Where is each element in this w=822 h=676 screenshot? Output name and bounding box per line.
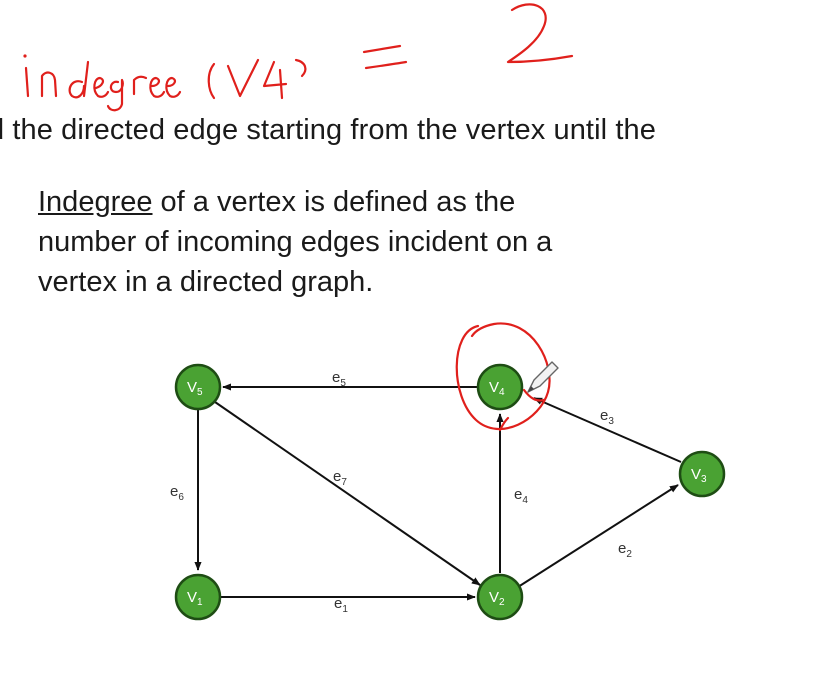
- edge-label-e1: e1: [334, 595, 348, 615]
- pen-circle-annotation: [455, 322, 551, 432]
- definition-text: of a vertex is defined as the number of …: [38, 186, 553, 298]
- vertex-v1: V1: [174, 573, 222, 621]
- edge-label-e4: e4: [514, 486, 528, 506]
- svg-text:V5: V5: [187, 379, 203, 398]
- edge-e3: [533, 397, 682, 463]
- edge-label-e6: e6: [170, 483, 184, 503]
- edge-label-e7: e7: [333, 468, 347, 488]
- svg-text:V2: V2: [489, 589, 505, 608]
- edge-label-e3: e3: [600, 407, 614, 427]
- vertex-v2: V2: [476, 573, 524, 621]
- edge-e7: [214, 401, 481, 586]
- edge-labels: e5 e3 e7 e6 e4 e2 e1: [170, 369, 632, 615]
- stylus-pen-icon: [527, 361, 559, 393]
- graph-edges: [194, 383, 682, 601]
- vertex-v3: V3: [678, 450, 726, 498]
- edge-label-e5: e5: [332, 369, 346, 389]
- vertex-v5: V5: [174, 363, 222, 411]
- edge-label-e2: e2: [618, 540, 632, 560]
- svg-text:V3: V3: [691, 466, 707, 485]
- top-cut-text-line: d the directed edge starting from the ve…: [0, 114, 656, 146]
- handwritten-annotation: [23, 3, 574, 112]
- edge-e2: [517, 484, 679, 588]
- vertex-v4: V4: [476, 363, 524, 411]
- svg-text:V1: V1: [187, 589, 203, 608]
- definition-term: Indegree: [38, 186, 153, 218]
- indegree-definition: Indegree of a vertex is defined as the n…: [38, 182, 598, 302]
- svg-text:V4: V4: [489, 379, 505, 398]
- graph-vertices: V5 V4 V3 V1 V2: [174, 363, 726, 621]
